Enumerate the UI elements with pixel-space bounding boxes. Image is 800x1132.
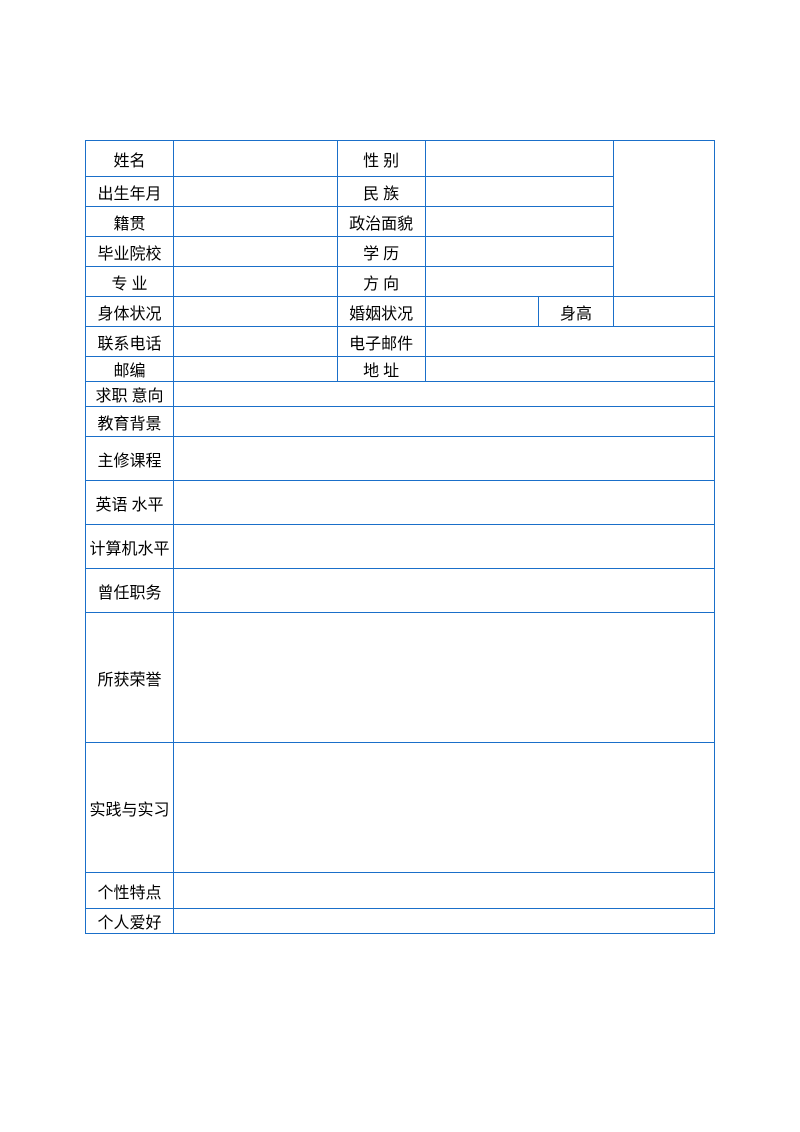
- label-name: 姓名: [86, 141, 174, 177]
- label-major: 专 业: [86, 267, 174, 297]
- field-positions[interactable]: [174, 569, 715, 613]
- label-height: 身高: [538, 297, 613, 327]
- field-education-bg[interactable]: [174, 407, 715, 437]
- label-health: 身体状况: [86, 297, 174, 327]
- label-birthdate: 出生年月: [86, 177, 174, 207]
- field-personality[interactable]: [174, 873, 715, 909]
- label-address: 地 址: [337, 357, 425, 382]
- field-height[interactable]: [614, 297, 715, 327]
- field-direction[interactable]: [425, 267, 614, 297]
- field-honors[interactable]: [174, 613, 715, 743]
- field-school[interactable]: [174, 237, 338, 267]
- label-school: 毕业院校: [86, 237, 174, 267]
- label-honors: 所获荣誉: [86, 613, 174, 743]
- field-phone[interactable]: [174, 327, 338, 357]
- field-education[interactable]: [425, 237, 614, 267]
- field-political[interactable]: [425, 207, 614, 237]
- label-gender: 性 别: [337, 141, 425, 177]
- label-practice: 实践与实习: [86, 743, 174, 873]
- label-hobbies: 个人爱好: [86, 909, 174, 934]
- field-birthdate[interactable]: [174, 177, 338, 207]
- label-phone: 联系电话: [86, 327, 174, 357]
- field-postcode[interactable]: [174, 357, 338, 382]
- label-marriage: 婚姻状况: [337, 297, 425, 327]
- label-direction: 方 向: [337, 267, 425, 297]
- field-origin[interactable]: [174, 207, 338, 237]
- label-courses: 主修课程: [86, 437, 174, 481]
- label-email: 电子邮件: [337, 327, 425, 357]
- field-address[interactable]: [425, 357, 714, 382]
- label-origin: 籍贯: [86, 207, 174, 237]
- field-health[interactable]: [174, 297, 338, 327]
- label-computer: 计算机水平: [86, 525, 174, 569]
- field-hobbies[interactable]: [174, 909, 715, 934]
- label-english: 英语 水平: [86, 481, 174, 525]
- photo-area[interactable]: [614, 141, 715, 297]
- field-marriage[interactable]: [425, 297, 538, 327]
- field-computer[interactable]: [174, 525, 715, 569]
- field-jobintent[interactable]: [174, 382, 715, 407]
- label-ethnicity: 民 族: [337, 177, 425, 207]
- field-courses[interactable]: [174, 437, 715, 481]
- label-education-bg: 教育背景: [86, 407, 174, 437]
- label-positions: 曾任职务: [86, 569, 174, 613]
- label-political: 政治面貌: [337, 207, 425, 237]
- resume-table: 姓名 性 别 出生年月 民 族 籍贯 政治面貌 毕业院校 学 历 专 业 方 向…: [85, 140, 715, 934]
- field-english[interactable]: [174, 481, 715, 525]
- label-education: 学 历: [337, 237, 425, 267]
- field-major[interactable]: [174, 267, 338, 297]
- field-name[interactable]: [174, 141, 338, 177]
- field-email[interactable]: [425, 327, 714, 357]
- field-ethnicity[interactable]: [425, 177, 614, 207]
- field-practice[interactable]: [174, 743, 715, 873]
- field-gender[interactable]: [425, 141, 614, 177]
- label-postcode: 邮编: [86, 357, 174, 382]
- label-jobintent: 求职 意向: [86, 382, 174, 407]
- label-personality: 个性特点: [86, 873, 174, 909]
